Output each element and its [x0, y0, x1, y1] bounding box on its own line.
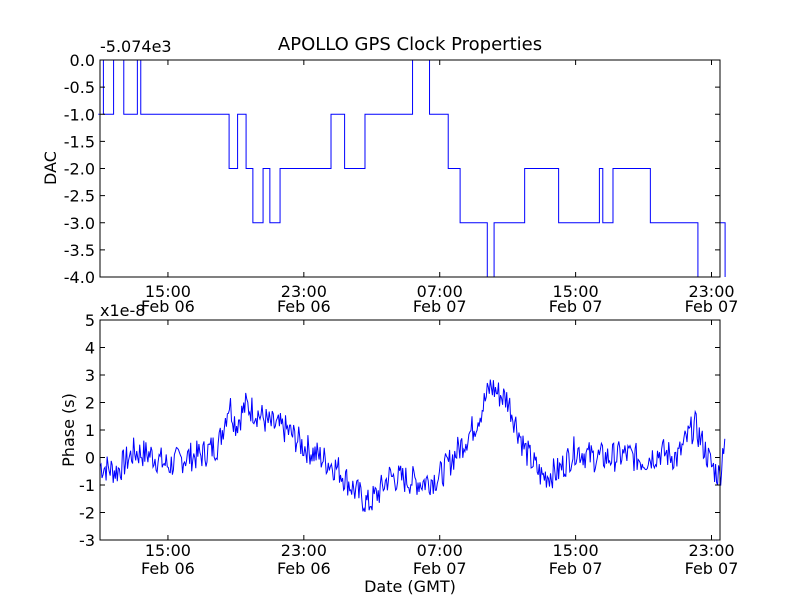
dac-x-tick-time-label: 23:00 — [688, 282, 734, 301]
dac-y-tick-label: -2.5 — [64, 187, 95, 206]
phase-x-tick-time-label: 07:00 — [417, 541, 463, 560]
dac-y-tick-label: -1.5 — [64, 132, 95, 151]
phase-x-tick-date-label: Feb 06 — [141, 559, 195, 578]
phase-y-tick-label: -2 — [79, 504, 95, 523]
dac-x-tick-date-label: Feb 07 — [549, 297, 603, 316]
dac-panel: 0.0 -0.5 -1.0 -1.5 -2.0 -2.5 -3.0 -3.5 -4.0 15:0… — [41, 37, 738, 316]
phase-x-tick-date-label: Feb 07 — [549, 559, 603, 578]
dac-x-tick-time-label: 15:00 — [553, 282, 599, 301]
dac-y-tick-label: -1.0 — [64, 105, 95, 124]
phase-x-tick-time-label: 23:00 — [281, 541, 327, 560]
phase-series-line — [99, 379, 726, 513]
phase-x-tick-date-label: Feb 06 — [277, 559, 331, 578]
dac-x-tick-date-label: Feb 06 — [277, 297, 331, 316]
phase-y-tick-label: 5 — [85, 311, 95, 330]
phase-y-tick-label: 0 — [85, 449, 95, 468]
phase-x-tick-date-label: Feb 07 — [685, 559, 739, 578]
phase-y-axis-label: Phase (s) — [59, 393, 78, 467]
phase-x-axis-label: Date (GMT) — [364, 577, 456, 596]
phase-y-tick-label: 3 — [85, 366, 95, 385]
dac-y-tick-label: -2.0 — [64, 160, 95, 179]
phase-y-ticks: 5 4 3 2 1 0 -1 -2 -3 — [79, 311, 720, 550]
dac-y-tick-label: -4.0 — [64, 268, 95, 287]
phase-axes-frame — [99, 319, 721, 541]
dac-series-line — [98, 59, 726, 278]
phase-x-tick-time-label: 23:00 — [688, 541, 734, 560]
phase-line-0 — [99, 379, 726, 513]
dac-x-tick-time-label: 15:00 — [145, 282, 191, 301]
phase-y-tick-label: -3 — [79, 531, 95, 550]
phase-y-tick-label: 2 — [85, 394, 95, 413]
dac-x-tick-date-label: Feb 07 — [685, 297, 739, 316]
phase-x-tick-time-label: 15:00 — [553, 541, 599, 560]
phase-offset-label: x1e-8 — [100, 301, 145, 320]
dac-y-tick-label: -0.5 — [64, 78, 95, 97]
chart-title: APOLLO GPS Clock Properties — [278, 34, 542, 55]
dac-x-tick-date-label: Feb 07 — [413, 297, 467, 316]
dac-x-tick-date-label: Feb 06 — [141, 297, 195, 316]
dac-y-ticks: 0.0 -0.5 -1.0 -1.5 -2.0 -2.5 -3.0 -3.5 -4.0 — [64, 51, 720, 287]
dac-y-tick-label: -3.5 — [64, 241, 95, 260]
dac-y-tick-label: -3.0 — [64, 214, 95, 233]
dac-x-tick-time-label: 07:00 — [417, 282, 463, 301]
phase-x-tick-date-label: Feb 07 — [413, 559, 467, 578]
phase-x-tick-time-label: 15:00 — [145, 541, 191, 560]
dac-y-tick-label: 0.0 — [70, 51, 95, 70]
dac-offset-label: -5.074e3 — [100, 37, 172, 56]
phase-y-tick-label: 1 — [85, 421, 95, 440]
phase-y-tick-label: -1 — [79, 476, 95, 495]
phase-y-tick-label: 4 — [85, 339, 95, 358]
dac-line-0 — [98, 59, 726, 278]
dac-y-axis-label: DAC — [41, 151, 60, 185]
dac-x-tick-time-label: 23:00 — [281, 282, 327, 301]
